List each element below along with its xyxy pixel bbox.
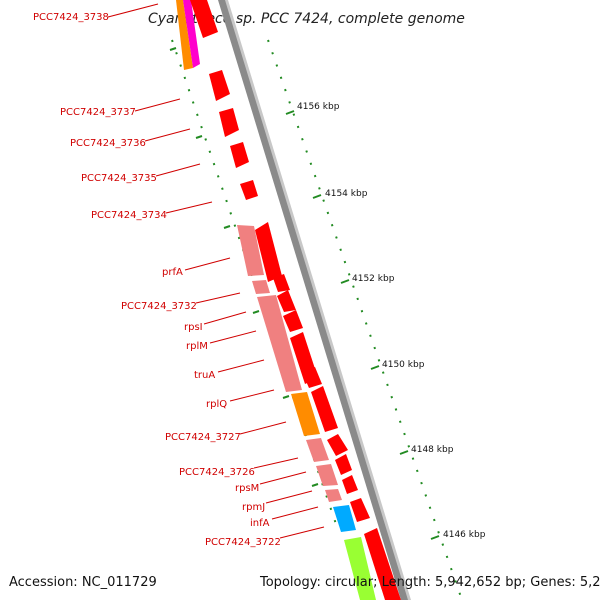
ruler-tick: 4148 kbp xyxy=(399,445,454,455)
feature-magenta-top[interactable] xyxy=(183,0,200,68)
cds-arrow[interactable] xyxy=(327,434,348,456)
gene-label[interactable]: infA xyxy=(250,518,270,529)
tick-label: 4156 kbp xyxy=(297,102,340,112)
cds-arrow[interactable] xyxy=(342,475,358,494)
tick-label: 4148 kbp xyxy=(411,445,454,455)
ruler-tick: 4150 kbp xyxy=(370,360,425,370)
genome-backbone xyxy=(218,0,411,600)
ruler-tick: 4146 kbp xyxy=(430,530,486,540)
gene-label[interactable]: rplM xyxy=(186,341,208,352)
gene-label-group[interactable]: rplQ xyxy=(206,389,275,410)
inner-track-dashes xyxy=(169,47,319,487)
gene-label[interactable]: rpsM xyxy=(235,483,259,494)
feature-lime[interactable] xyxy=(344,537,376,600)
gene-label[interactable]: PCC7424_3737 xyxy=(60,107,136,118)
gene-label-group[interactable]: infA xyxy=(250,506,319,529)
gene-label-group[interactable]: PCC7424_3734 xyxy=(91,201,213,221)
ruler-tick: 4156 kbp xyxy=(285,102,340,115)
cds-arrow[interactable] xyxy=(240,180,258,200)
tick-label: 4150 kbp xyxy=(382,360,425,370)
feature-pink-small[interactable] xyxy=(252,280,270,294)
cds-arrow[interactable] xyxy=(209,70,230,101)
cds-arrow[interactable] xyxy=(255,222,282,282)
gene-label[interactable]: rpsI xyxy=(184,322,203,333)
gene-label[interactable]: PCC7424_3722 xyxy=(205,537,281,548)
gene-label[interactable]: rplQ xyxy=(206,399,227,410)
feature-pink-long[interactable] xyxy=(257,295,302,392)
ruler-tick: 4154 kbp xyxy=(312,189,368,199)
gene-label-group[interactable]: PCC7424_3732 xyxy=(121,292,241,312)
feature-orange-top[interactable] xyxy=(176,0,193,70)
gene-label-group[interactable]: PCC7424_3727 xyxy=(165,421,287,443)
gene-label-group[interactable]: prfA xyxy=(162,257,231,278)
cds-arrow[interactable] xyxy=(335,454,352,475)
cds-arrow[interactable] xyxy=(311,386,338,432)
gene-label-group[interactable]: PCC7424_3722 xyxy=(205,526,325,548)
feature-pink-3726[interactable] xyxy=(306,438,329,462)
gene-label[interactable]: prfA xyxy=(162,267,183,278)
gene-label[interactable]: truA xyxy=(194,370,215,381)
cds-arrow[interactable] xyxy=(277,290,296,312)
gene-label-group[interactable]: rpmJ xyxy=(242,490,313,513)
gene-label[interactable]: PCC7424_3736 xyxy=(70,138,146,149)
gene-label[interactable]: PCC7424_3726 xyxy=(179,467,255,478)
feature-pink-rpsM[interactable] xyxy=(316,464,338,486)
gene-label-group[interactable]: PCC7424_3736 xyxy=(70,128,191,149)
feature-cyan-infA[interactable] xyxy=(333,505,356,532)
inner-lane-features xyxy=(176,0,376,600)
gene-label-group[interactable]: PCC7424_3726 xyxy=(179,457,299,478)
cds-arrow[interactable] xyxy=(364,528,401,600)
ruler-tick: 4152 kbp xyxy=(340,274,395,284)
gene-label-group[interactable]: truA xyxy=(194,359,265,381)
gene-label[interactable]: PCC7424_3735 xyxy=(81,173,157,184)
gene-label[interactable]: PCC7424_3732 xyxy=(121,301,197,312)
gene-label-group[interactable]: PCC7424_3738 xyxy=(33,3,159,23)
feature-pink-rpmJ[interactable] xyxy=(325,489,342,502)
gene-label-group[interactable]: PCC7424_3735 xyxy=(81,163,201,184)
cds-arrow[interactable] xyxy=(273,274,290,292)
tick-label: 4154 kbp xyxy=(325,189,368,199)
cds-arrow[interactable] xyxy=(350,498,370,522)
gene-label-group[interactable]: rpsM xyxy=(235,471,307,494)
tick-label: 4152 kbp xyxy=(352,274,395,284)
cds-arrow[interactable] xyxy=(302,367,322,388)
tick-label: 4146 kbp xyxy=(443,530,486,540)
cds-arrow[interactable] xyxy=(283,310,303,332)
feature-orange-3727[interactable] xyxy=(291,392,320,436)
cds-arrow[interactable] xyxy=(219,108,239,137)
gene-label[interactable]: PCC7424_3734 xyxy=(91,210,167,221)
cds-arrow[interactable] xyxy=(230,142,249,168)
gene-label-group[interactable]: rplM xyxy=(186,330,257,352)
gene-label[interactable]: PCC7424_3727 xyxy=(165,432,241,443)
topology-text: Topology: circular; Length: 5,942,652 bp… xyxy=(259,575,600,590)
ruler-ticks: 4156 kbp 4154 kbp 4152 kbp 4150 kbp 4148… xyxy=(285,102,486,540)
gene-labels: PCC7424_3738 PCC7424_3737 PCC7424_3736 P… xyxy=(33,3,325,548)
gene-label-group[interactable]: PCC7424_3737 xyxy=(60,98,181,118)
gene-label-group[interactable]: rpsI xyxy=(184,311,247,333)
accession-text: Accession: NC_011729 xyxy=(9,575,157,590)
gene-label[interactable]: rpmJ xyxy=(242,502,265,513)
feature-pink-prfA[interactable] xyxy=(237,225,264,276)
cds-arrow[interactable] xyxy=(190,0,218,38)
gene-label[interactable]: PCC7424_3738 xyxy=(33,12,109,23)
outer-lane-features xyxy=(190,0,401,600)
